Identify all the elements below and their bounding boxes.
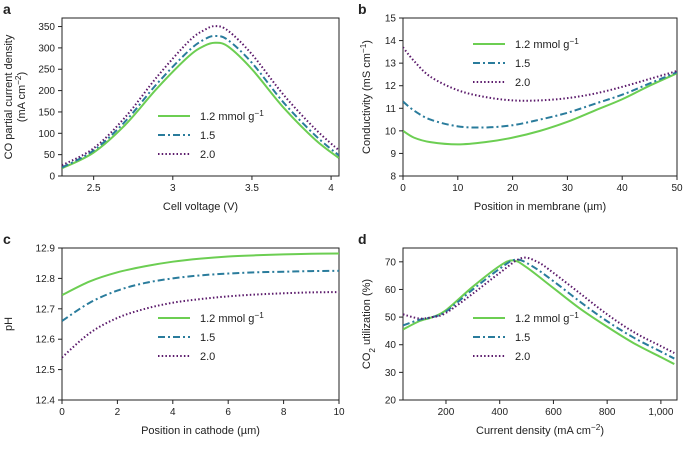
x-tick-label: 800 — [599, 407, 616, 418]
x-tick-label: 3.5 — [245, 183, 259, 194]
y-tick-label: 60 — [385, 285, 397, 296]
y-tick-label: 100 — [38, 129, 55, 140]
panel-a: a 2.5 3 3.5 4 0 50 100 150 200 250 300 350 Cell volta… — [3, 1, 340, 213]
x-tick-label: 10 — [452, 183, 464, 194]
x-tick-label: 10 — [333, 407, 345, 418]
y-tick-label: 12.9 — [36, 244, 56, 255]
legend-label-3: 2.0 — [200, 149, 215, 161]
y-tick-label: 50 — [44, 150, 56, 161]
x-tick-label: 3 — [170, 183, 176, 194]
x-axis-label: Position in cathode (µm) — [141, 425, 260, 437]
series-line-2 — [403, 258, 675, 360]
y-tick-label: 300 — [38, 43, 55, 54]
y-tick-label: 8 — [390, 172, 396, 183]
y-tick-label: 14 — [385, 36, 397, 47]
y-axis-label: CO partial current density — [3, 34, 15, 159]
y-tick-label: 0 — [49, 172, 55, 183]
series-line-1 — [62, 252, 339, 297]
panel-d: d 200 400 600 800 1,000 20 30 40 50 60 70 Current de… — [358, 231, 678, 438]
panel-letter: c — [3, 231, 11, 247]
panel-letter: b — [358, 1, 367, 17]
x-tick-label: 2.5 — [87, 183, 101, 194]
series-line-1 — [403, 72, 677, 146]
y-axis-unit: (mA cm−2) — [14, 72, 29, 122]
x-axis-label: Current density (mA cm−2) — [476, 423, 604, 438]
legend-label-2: 1.5 — [200, 332, 215, 344]
x-tick-label: 8 — [281, 407, 287, 418]
plot-frame — [61, 17, 340, 177]
y-axis-label: Conductivity (mS cm−1) — [359, 40, 374, 154]
legend-label-2: 1.5 — [515, 332, 530, 344]
x-tick-label: 40 — [617, 183, 629, 194]
legend-label-3: 2.0 — [515, 351, 530, 363]
y-tick-label: 30 — [385, 368, 397, 379]
y-tick-label: 70 — [385, 257, 397, 268]
series-line-3 — [62, 291, 339, 359]
plot-frame — [402, 17, 678, 177]
panel-b: b 0 10 20 30 40 50 8 9 10 11 12 13 14 15 Position in me… — [358, 1, 683, 213]
series-line-3 — [403, 256, 675, 354]
y-tick-label: 50 — [385, 313, 397, 324]
x-tick-label: 50 — [671, 183, 683, 194]
y-tick-label: 12.8 — [36, 274, 56, 285]
series-line-1 — [62, 41, 339, 170]
x-tick-label: 30 — [562, 183, 574, 194]
legend-label-1: 1.2 mmol g−1 — [200, 311, 264, 326]
series-line-2 — [403, 71, 677, 129]
y-tick-label: 150 — [38, 107, 55, 118]
y-tick-label: 10 — [385, 126, 397, 137]
plot-frame — [61, 247, 340, 401]
y-tick-label: 40 — [385, 340, 397, 351]
y-tick-label: 12.7 — [36, 304, 56, 315]
panel-letter: d — [358, 231, 367, 247]
legend-label-1: 1.2 mmol g−1 — [200, 109, 264, 124]
series-line-3 — [403, 46, 677, 102]
y-tick-label: 9 — [390, 149, 396, 160]
y-tick-label: 350 — [38, 22, 55, 33]
y-tick-label: 12 — [385, 81, 397, 92]
legend-label-1: 1.2 mmol g−1 — [515, 37, 579, 52]
x-tick-label: 4 — [170, 407, 176, 418]
y-tick-label: 11 — [386, 104, 397, 115]
x-tick-label: 600 — [545, 407, 562, 418]
y-tick-label: 12.4 — [36, 396, 56, 407]
panel-letter: a — [3, 1, 11, 17]
y-axis-label: CO2 utilization (%) — [361, 279, 377, 369]
x-tick-label: 0 — [400, 183, 406, 194]
legend-label-2: 1.5 — [200, 130, 215, 142]
y-tick-label: 250 — [38, 65, 55, 76]
x-axis-label: Cell voltage (V) — [163, 201, 238, 213]
y-tick-label: 20 — [385, 396, 397, 407]
y-tick-label: 13 — [385, 59, 397, 70]
x-tick-label: 20 — [507, 183, 519, 194]
legend-label-3: 2.0 — [515, 77, 530, 89]
x-tick-label: 0 — [59, 407, 65, 418]
series-line-2 — [62, 34, 339, 169]
legend-label-1: 1.2 mmol g−1 — [515, 311, 579, 326]
y-tick-label: 200 — [38, 86, 55, 97]
panel-c: c 0 2 4 6 8 10 12.4 12.5 12.6 12.7 12.8 12.9 Position… — [3, 231, 345, 437]
x-tick-label: 2 — [115, 407, 121, 418]
x-tick-label: 1,000 — [648, 407, 673, 418]
y-tick-label: 15 — [385, 14, 397, 25]
legend-label-2: 1.5 — [515, 58, 530, 70]
y-tick-label: 12.5 — [36, 365, 56, 376]
x-axis-label: Position in membrane (µm) — [474, 201, 606, 213]
y-tick-label: 12.6 — [36, 335, 56, 346]
x-tick-label: 200 — [438, 407, 455, 418]
plot-frame — [402, 247, 678, 401]
y-axis-label: pH — [3, 317, 15, 331]
x-tick-label: 4 — [328, 183, 334, 194]
legend-label-3: 2.0 — [200, 351, 215, 363]
x-tick-label: 400 — [491, 407, 508, 418]
x-tick-label: 6 — [225, 407, 231, 418]
